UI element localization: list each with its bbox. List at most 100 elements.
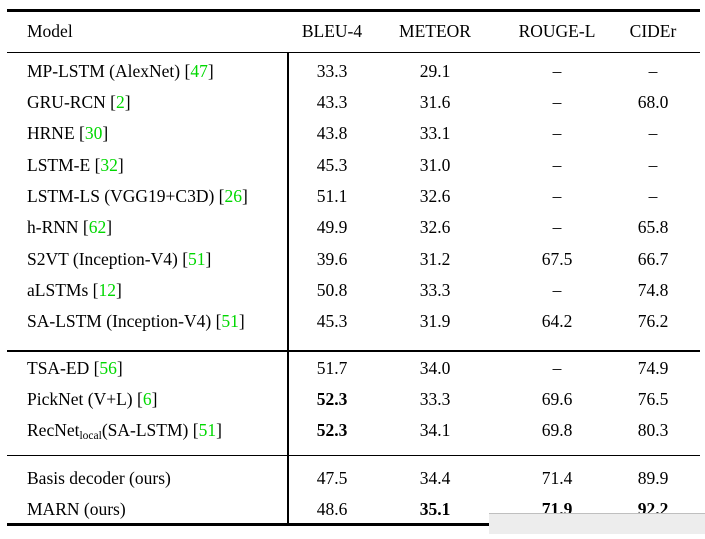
metric-value: 51.7 — [316, 357, 348, 378]
group-separator-rule — [7, 454, 700, 457]
metric-value: – — [648, 154, 658, 175]
metric-value: 29.1 — [419, 60, 451, 81]
scan-artifact-band — [489, 513, 705, 534]
model-name-cell: h-RNN [62] — [27, 217, 113, 238]
metric-value: 48.6 — [316, 499, 348, 519]
table-row: RecNet local (SA-LSTM) [51] 52.3 34.1 69.8 80.… — [0, 415, 705, 446]
table-top-rule — [7, 9, 700, 12]
metric-value: – — [552, 92, 562, 113]
table-row: SA-LSTM (Inception-V4) [51] 45.3 31.9 64.2 7… — [0, 306, 705, 337]
citation-link[interactable]: 51 — [221, 311, 239, 332]
metric-value: 69.8 — [541, 420, 573, 441]
column-header-cider: CIDEr — [629, 20, 677, 41]
metric-value: 39.6 — [316, 248, 348, 269]
metric-value: 33.1 — [419, 123, 451, 144]
metric-value: 31.0 — [419, 154, 451, 175]
header-separator-rule — [7, 51, 700, 54]
table-row: Basis decoder (ours) 47.5 34.4 71.4 89.9 — [0, 463, 705, 494]
model-name-cell: S2VT (Inception-V4) [51] — [27, 248, 212, 269]
metric-value: 65.8 — [637, 217, 669, 238]
table-row: LSTM-LS (VGG19+C3D) [26] 51.1 32.6 – – — [0, 181, 705, 212]
metric-value: 71.4 — [541, 468, 573, 488]
model-name-cell: HRNE [30] — [27, 123, 109, 144]
citation-link[interactable]: 30 — [84, 123, 103, 144]
metric-value: – — [552, 154, 562, 175]
metric-value: 52.3 — [316, 420, 348, 441]
citation-link[interactable]: 51 — [198, 420, 217, 441]
model-name-cell: SA-LSTM (Inception-V4) [51] — [27, 311, 245, 332]
table-header-row: Model BLEU-4 METEOR ROUGE-L CIDEr — [0, 16, 705, 46]
citation-link[interactable]: 2 — [115, 92, 125, 113]
metric-value: 47.5 — [316, 468, 348, 488]
model-name-cell: GRU-RCN [2] — [27, 92, 131, 113]
metric-value: – — [552, 123, 562, 144]
citation-link[interactable]: 6 — [142, 389, 152, 410]
table-row: LSTM-E [32] 45.3 31.0 – – — [0, 150, 705, 181]
table-row: MP-LSTM (AlexNet) [47] 33.3 29.1 – – — [0, 56, 705, 87]
model-name-cell: aLSTMs [12] — [27, 280, 122, 301]
citation-link[interactable]: 62 — [88, 217, 107, 238]
model-name-cell: PickNet (V+L) [6] — [27, 389, 158, 410]
model-name-cell: Basis decoder (ours) — [27, 468, 171, 488]
metric-value: 66.7 — [637, 248, 669, 269]
metric-value: 80.3 — [637, 420, 669, 441]
metric-value: 43.8 — [316, 123, 348, 144]
metric-value: 31.6 — [419, 92, 451, 113]
metric-value: 76.5 — [637, 389, 669, 410]
metric-value: 34.1 — [419, 420, 451, 441]
table-row: h-RNN [62] 49.9 32.6 – 65.8 — [0, 212, 705, 243]
column-header-bleu4: BLEU-4 — [301, 20, 363, 41]
metric-value: 35.1 — [419, 499, 451, 519]
metric-value: 89.9 — [637, 468, 669, 488]
model-subscript: local — [79, 430, 102, 443]
citation-link[interactable]: 51 — [188, 248, 206, 269]
metric-value: 33.3 — [419, 389, 451, 410]
metric-value: – — [552, 357, 562, 378]
metric-value: 32.6 — [419, 186, 451, 207]
model-name-cell: RecNet local (SA-LSTM) [51] — [27, 415, 222, 446]
metric-value: 33.3 — [419, 280, 451, 301]
metric-value: – — [648, 60, 658, 81]
metric-value: 31.2 — [419, 248, 451, 269]
metric-value: 45.3 — [316, 311, 348, 332]
table-row: HRNE [30] 43.8 33.1 – – — [0, 118, 705, 149]
citation-link[interactable]: 47 — [190, 60, 208, 81]
metric-value: – — [648, 186, 658, 207]
metric-value: 33.3 — [316, 60, 348, 81]
model-name-cell: LSTM-LS (VGG19+C3D) [26] — [27, 186, 248, 207]
citation-link[interactable]: 12 — [98, 280, 116, 301]
metric-value: 32.6 — [419, 217, 451, 238]
table-bottom-rule — [7, 523, 700, 526]
metric-value: 68.0 — [637, 92, 669, 113]
model-name-cell: MP-LSTM (AlexNet) [47] — [27, 60, 214, 81]
metric-value: 67.5 — [541, 248, 573, 269]
metric-value: 51.1 — [316, 186, 348, 207]
citation-link[interactable]: 56 — [99, 357, 117, 378]
metric-value: – — [552, 186, 562, 207]
metric-value: 45.3 — [316, 154, 348, 175]
table-row: PickNet (V+L) [6] 52.3 33.3 69.6 76.5 — [0, 384, 705, 415]
citation-link[interactable]: 32 — [100, 154, 118, 175]
model-name-cell: LSTM-E [32] — [27, 154, 124, 175]
model-name-cell: TSA-ED [56] — [27, 357, 123, 378]
metric-value: 50.8 — [316, 280, 348, 301]
group-separator-rule — [7, 350, 700, 352]
metric-value: 69.6 — [541, 389, 573, 410]
model-name-cell: MARN (ours) — [27, 499, 126, 519]
metric-value: 76.2 — [637, 311, 669, 332]
metric-value: 74.8 — [637, 280, 669, 301]
column-header-rougel: ROUGE-L — [518, 20, 596, 41]
metric-value: 31.9 — [419, 311, 451, 332]
column-divider — [287, 53, 289, 524]
metric-value: – — [648, 123, 658, 144]
table-row: S2VT (Inception-V4) [51] 39.6 31.2 67.5 66.7 — [0, 244, 705, 275]
metric-value: – — [552, 60, 562, 81]
table-row: GRU-RCN [2] 43.3 31.6 – 68.0 — [0, 87, 705, 118]
metric-value: – — [552, 280, 562, 301]
metric-value: 64.2 — [541, 311, 573, 332]
citation-link[interactable]: 26 — [224, 186, 243, 207]
metric-value: 49.9 — [316, 217, 348, 238]
metric-value: 52.3 — [316, 389, 348, 410]
metric-value: 34.0 — [419, 357, 451, 378]
